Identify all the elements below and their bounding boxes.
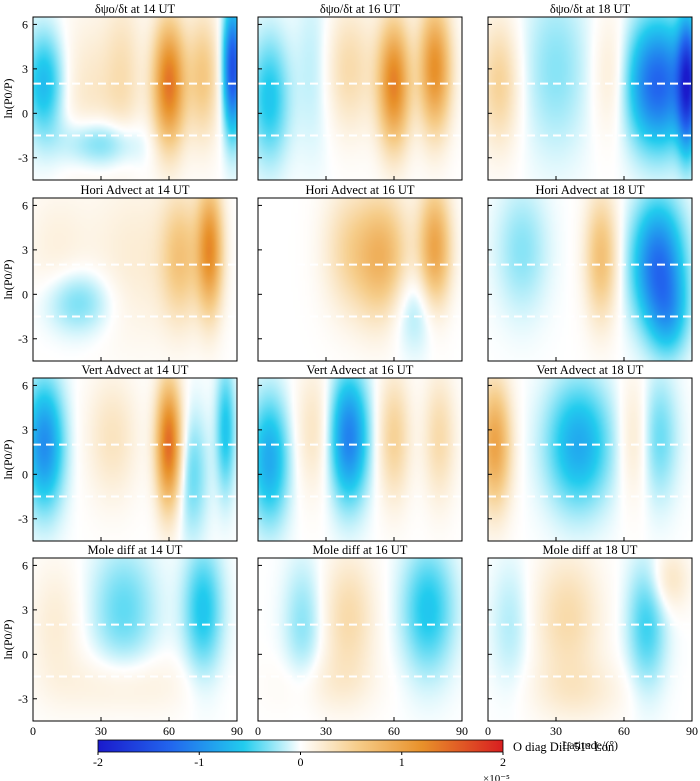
panel-10: Mole diff at 14 UT-30360306090ln(P0/P)La… — [1, 543, 243, 752]
panel-2: δψo/δt at 16 UT — [257, 2, 463, 181]
panel-title: Hori Advect at 16 UT — [305, 183, 414, 197]
panel-12: Mole diff at 18 UT 0 30 60 90 Latitude/(°) — [485, 543, 698, 752]
panel-title: δψo/δt at 16 UT — [320, 2, 401, 16]
heatmap-field — [33, 198, 237, 361]
panel-title: δψo/δt at 14 UT — [95, 2, 176, 16]
y-axis-label: ln(P0/P) — [1, 439, 15, 479]
heatmap-field — [488, 17, 692, 180]
heatmap-field — [258, 17, 462, 180]
x-tick-label: 30 — [320, 724, 332, 738]
heatmap-field — [33, 17, 237, 180]
y-tick-label: -3 — [18, 512, 28, 526]
y-tick-label: 6 — [22, 198, 28, 212]
y-axis-label: ln(P0/P) — [1, 78, 15, 118]
x-tick-label: 90 — [686, 724, 698, 738]
colorbar-exponent: ×10⁻⁵ — [483, 773, 510, 781]
y-tick-label: -3 — [18, 692, 28, 706]
panel-frame — [487, 557, 693, 722]
panel-grid: δψo/δt at 14 UT -3 0 3 6 ln(P0/P) δψo/δt at 16… — [1, 2, 698, 752]
colorbar-gradient — [97, 739, 504, 753]
x-tick-label: 0 — [255, 724, 261, 738]
panel-1: δψo/δt at 14 UT -3 0 3 6 ln(P0/P) — [1, 2, 238, 181]
panel-frame — [32, 557, 238, 722]
y-tick-label: 6 — [22, 17, 28, 31]
x-tick-label: 90 — [456, 724, 468, 738]
colorbar-tick-label: -2 — [93, 755, 103, 769]
x-axis-label: Latitude/(°) — [562, 738, 618, 752]
colorbar: -2 -1 0 1 2 ×10⁻⁵ O diag Diff 51° Lon — [93, 739, 615, 781]
heatmap-field — [488, 198, 692, 361]
x-tick-label: 90 — [231, 724, 243, 738]
panel-5: Hori Advect at 16 UT — [257, 183, 463, 362]
y-tick-label: 0 — [22, 287, 28, 301]
x-tick-label: 60 — [163, 724, 175, 738]
y-tick-label: -3 — [18, 332, 28, 346]
colorbar-tick-label: 2 — [500, 755, 506, 769]
panel-9: Vert Advect at 18 UT — [487, 363, 693, 542]
x-tick-label: 60 — [388, 724, 400, 738]
figure-title: O diag Diff 51° Lon — [513, 740, 615, 754]
panel-frame — [257, 377, 463, 542]
y-tick-label: 0 — [22, 467, 28, 481]
y-tick-label: -3 — [18, 151, 28, 165]
heatmap-field — [488, 558, 692, 721]
panel-title: Hori Advect at 14 UT — [80, 183, 189, 197]
colorbar-tick-label: 1 — [399, 755, 405, 769]
colorbar-tick-label: -1 — [194, 755, 204, 769]
heatmap-field — [33, 378, 237, 541]
heatmap-field — [258, 558, 462, 721]
panel-3: δψo/δt at 18 UT — [487, 2, 693, 181]
y-axis-label: ln(P0/P) — [1, 619, 15, 659]
colorbar-tick-label: 0 — [298, 755, 304, 769]
panel-title: Mole diff at 16 UT — [313, 543, 408, 557]
panel-frame — [32, 197, 238, 362]
heatmap-field — [258, 378, 462, 541]
panel-title: Hori Advect at 18 UT — [535, 183, 644, 197]
y-tick-label: 3 — [22, 603, 28, 617]
x-tick-label: 30 — [550, 724, 562, 738]
panel-title: Vert Advect at 14 UT — [82, 363, 189, 377]
y-tick-label: 3 — [22, 62, 28, 76]
x-tick-label: 30 — [95, 724, 107, 738]
panel-frame — [487, 197, 693, 362]
panel-7: Vert Advect at 14 UT -3 0 3 6 ln(P0/P) — [1, 363, 238, 542]
x-tick-label: 60 — [618, 724, 630, 738]
panel-4: Hori Advect at 14 UT -3 0 3 6 ln(P0/P) — [1, 183, 238, 362]
panel-frame — [257, 16, 463, 181]
y-tick-label: 6 — [22, 558, 28, 572]
y-tick-label: 3 — [22, 243, 28, 257]
y-axis-label: ln(P0/P) — [1, 259, 15, 299]
heatmap-field — [488, 378, 692, 541]
panel-frame — [32, 377, 238, 542]
heatmap-field — [258, 198, 462, 361]
x-tick-label: 0 — [485, 724, 491, 738]
panel-frame — [487, 16, 693, 181]
panel-frame — [257, 557, 463, 722]
panel-title: Mole diff at 14 UT — [88, 543, 183, 557]
panel-title: Vert Advect at 18 UT — [537, 363, 644, 377]
panel-title: Vert Advect at 16 UT — [307, 363, 414, 377]
y-tick-label: 6 — [22, 378, 28, 392]
panel-6: Hori Advect at 18 UT — [487, 183, 693, 362]
heatmap-field — [33, 558, 237, 721]
y-tick-label: 3 — [22, 423, 28, 437]
panel-8: Vert Advect at 16 UT — [257, 363, 463, 542]
y-tick-label: 0 — [22, 647, 28, 661]
panel-title: Mole diff at 18 UT — [543, 543, 638, 557]
y-tick-label: 0 — [22, 106, 28, 120]
panel-frame — [257, 197, 463, 362]
panel-title: δψo/δt at 18 UT — [550, 2, 631, 16]
panel-frame — [32, 16, 238, 181]
x-tick-label: 0 — [30, 724, 36, 738]
panel-frame — [487, 377, 693, 542]
